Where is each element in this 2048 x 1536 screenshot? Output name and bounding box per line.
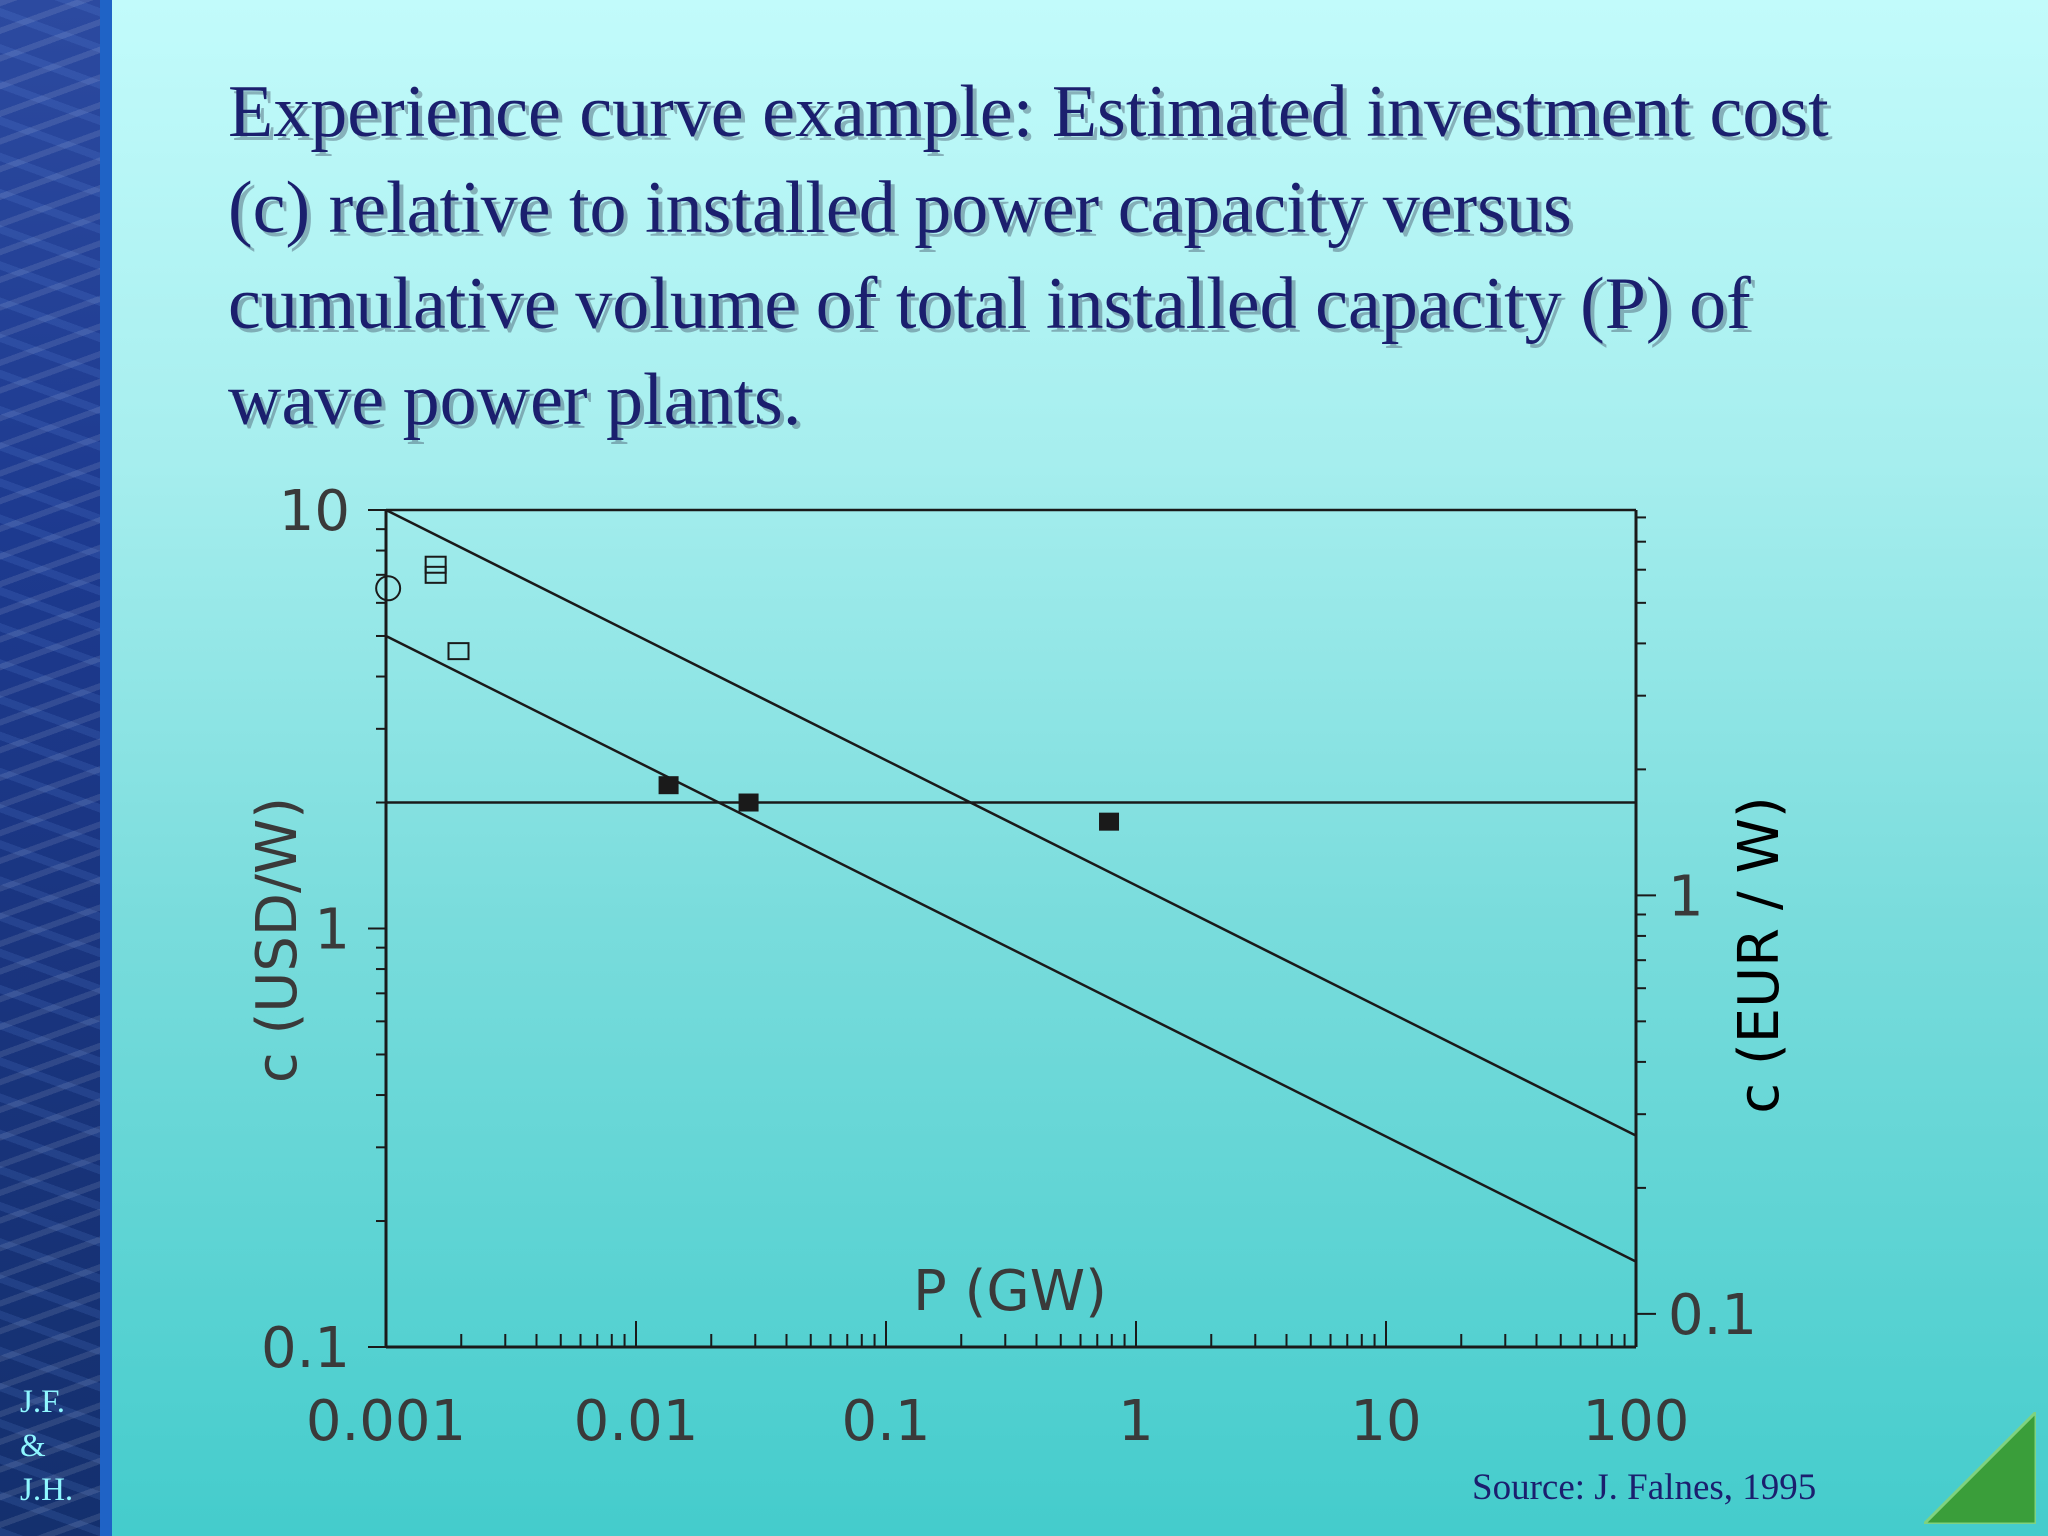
slide-title: Experience curve example: Estimated inve… (228, 71, 1829, 441)
strip-edge (100, 0, 112, 1536)
x-tick-label-1: 1 (1118, 1389, 1154, 1454)
x-axis-title: P (GW) (913, 1259, 1107, 1324)
data-point-4 (447, 642, 470, 661)
x-tick-label-10: 10 (1350, 1389, 1421, 1454)
source-citation: Source: J. Falnes, 1995 (1472, 1467, 1817, 1508)
data-point-2 (424, 555, 447, 574)
next-slide-arrow-icon[interactable] (1924, 1412, 2036, 1524)
x-tick-label-0.1: 0.1 (841, 1389, 930, 1454)
y-axis-title: c (USD/W) (245, 797, 310, 1083)
data-point-5 (658, 776, 679, 795)
y2-axis-title: c (EUR / W) (1727, 796, 1792, 1113)
data-point-6 (738, 793, 759, 812)
y2-tick-label-1: 1 (1668, 864, 1704, 929)
curve-line-2 (385, 634, 1637, 1263)
data-point-1 (375, 575, 402, 602)
y-tick-label-1: 1 (314, 898, 350, 963)
curve-line-1 (385, 508, 1637, 1137)
plot-layer: 0.001 0.01 0.1 1 10 100 10 1 0.1 1 0.1 P (GW) c (USD… (245, 479, 1792, 1454)
x-tick-label-0.001: 0.001 (306, 1389, 466, 1454)
initials-line-3: J.H. (20, 1472, 74, 1508)
author-initials: J.F. & J.H. (20, 1380, 90, 1512)
initials-line-1: J.F. (20, 1384, 66, 1420)
wave-background-strip (0, 0, 100, 1536)
y-tick-label-10: 10 (279, 479, 350, 544)
data-point-7 (1099, 812, 1120, 831)
x-tick-label-0.01: 0.01 (574, 1389, 699, 1454)
data-point-3 (424, 565, 447, 584)
y-tick-label-0.1: 0.1 (261, 1316, 350, 1381)
initials-line-2: & (20, 1428, 46, 1464)
y2-tick-label-0.1: 0.1 (1668, 1283, 1757, 1348)
x-tick-label-100: 100 (1583, 1389, 1690, 1454)
